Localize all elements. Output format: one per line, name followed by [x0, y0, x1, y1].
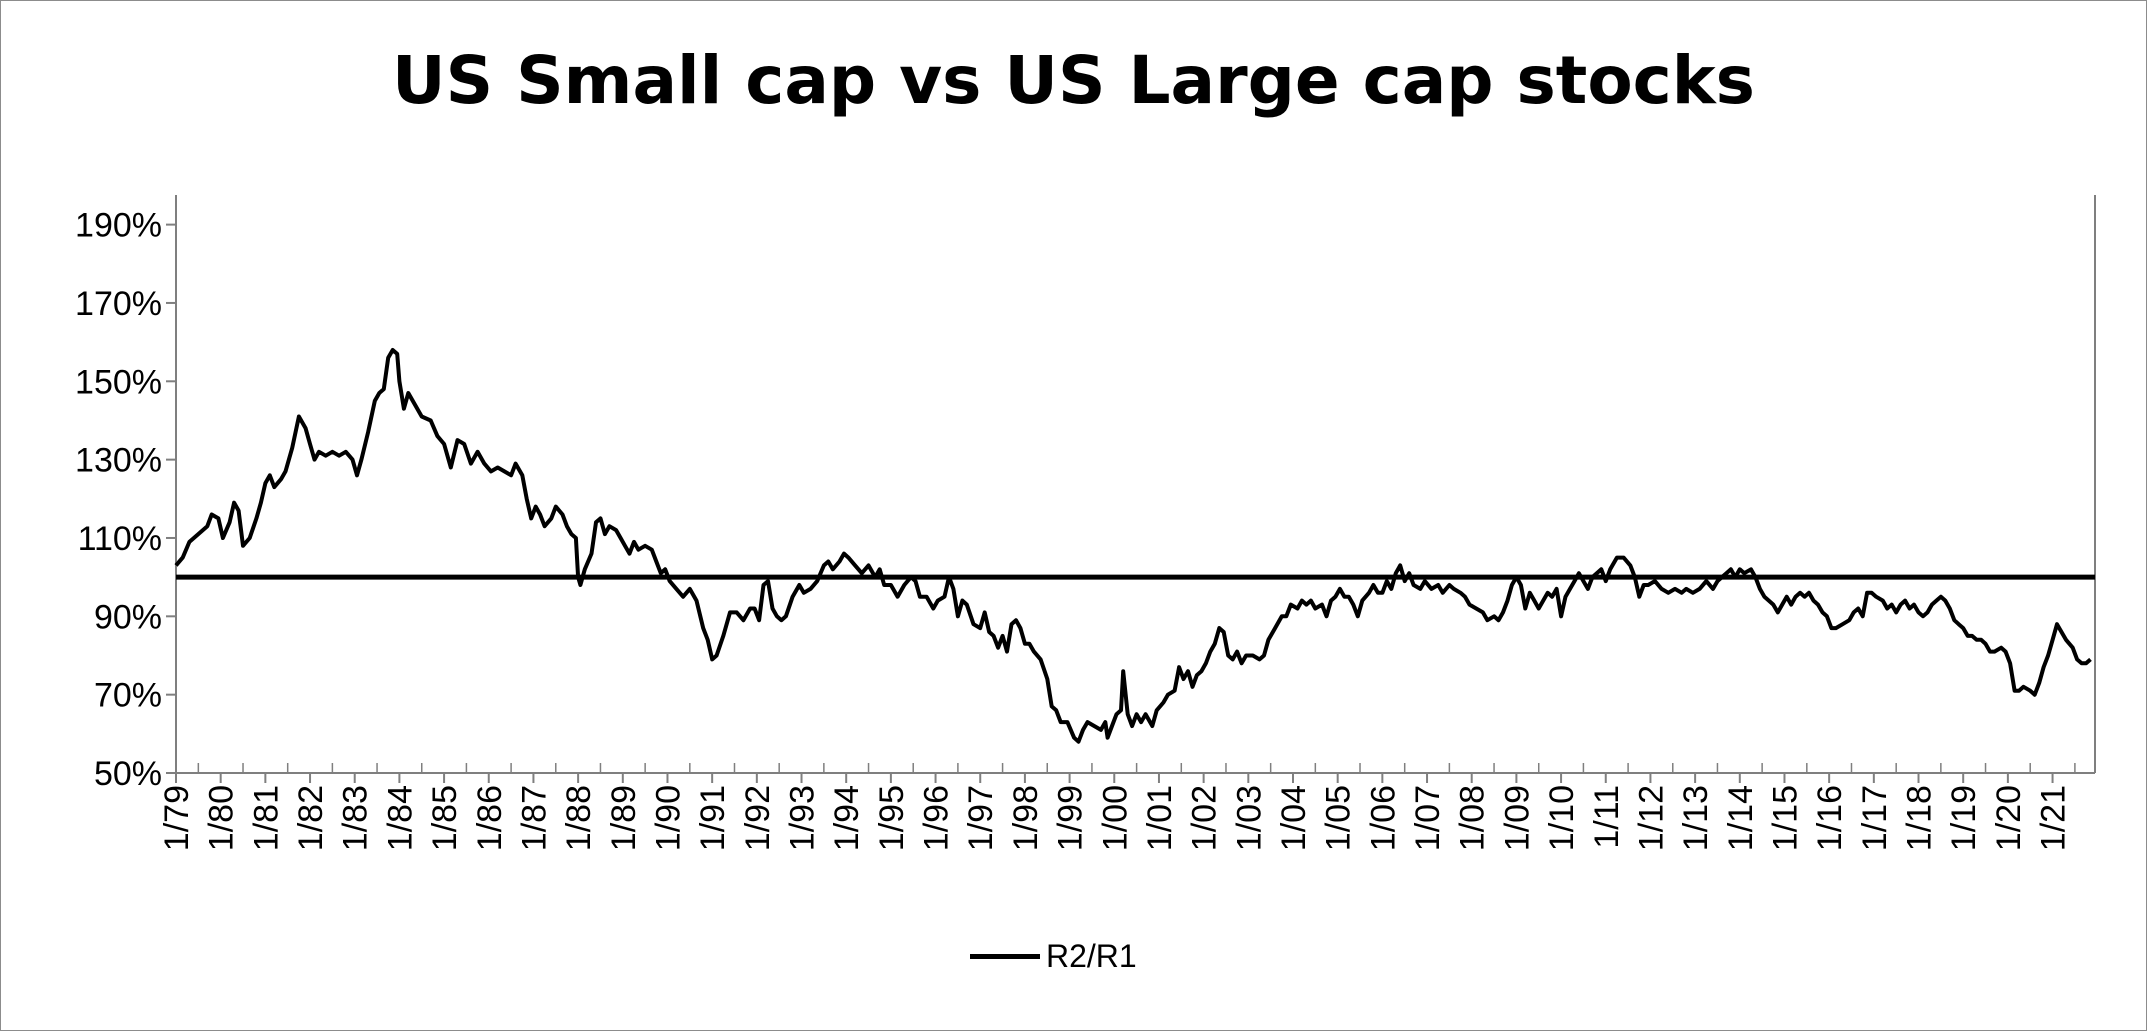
x-tick-label: 1/89	[605, 785, 643, 851]
series-group	[174, 348, 2095, 744]
x-tick-label: 1/82	[292, 785, 330, 851]
x-tick-label: 1/01	[1141, 785, 1179, 851]
y-tick-label: 70%	[94, 677, 162, 715]
legend-label: R2/R1	[1046, 938, 1137, 974]
x-tick-label: 1/10	[1543, 785, 1581, 851]
x-tick-label: 1/19	[1945, 785, 1983, 851]
x-tick-label: 1/12	[1632, 785, 1670, 851]
y-axis-ticks: 50% 70% 90% 110% 130% 150% 170% 190%	[75, 207, 176, 793]
x-tick-label: 1/81	[247, 785, 285, 851]
x-tick-label: 1/84	[381, 785, 419, 851]
x-tick-label: 1/20	[1990, 785, 2028, 851]
x-tick-label: 1/07	[1409, 785, 1447, 851]
x-tick-label: 1/83	[337, 785, 375, 851]
x-tick-label: 1/03	[1230, 785, 1268, 851]
x-tick-label: 1/86	[471, 785, 509, 851]
x-tick-label: 1/79	[158, 785, 196, 851]
x-tick-label: 1/06	[1364, 785, 1402, 851]
y-tick-label: 190%	[75, 207, 162, 245]
x-tick-label: 1/16	[1811, 785, 1849, 851]
y-tick-label: 110%	[78, 520, 162, 558]
x-tick-label: 1/04	[1275, 785, 1313, 851]
x-tick-label: 1/98	[1007, 785, 1045, 851]
x-tick-label: 1/97	[962, 785, 1000, 851]
x-tick-label: 1/94	[828, 785, 866, 851]
x-tick-label: 1/96	[918, 785, 956, 851]
x-tick-label: 1/18	[1901, 785, 1939, 851]
legend-swatch-r2-r1	[970, 954, 1040, 959]
x-tick-label: 1/15	[1766, 785, 1804, 851]
x-tick-label: 1/08	[1454, 785, 1492, 851]
x-tick-label: 1/09	[1498, 785, 1536, 851]
x-tick-label: 1/14	[1722, 785, 1760, 851]
y-tick-label: 150%	[75, 363, 162, 401]
x-tick-label: 1/93	[784, 785, 822, 851]
y-tick-label: 50%	[94, 755, 162, 793]
x-tick-label: 1/21	[2035, 785, 2073, 851]
x-tick-label: 1/92	[739, 785, 777, 851]
legend: R2/R1	[970, 938, 1137, 975]
y-tick-label: 170%	[75, 285, 162, 323]
x-tick-label: 1/90	[649, 785, 687, 851]
x-tick-label: 1/17	[1856, 785, 1894, 851]
x-tick-label: 1/13	[1677, 785, 1715, 851]
y-tick-label: 90%	[94, 598, 162, 636]
x-axis-ticks: 1/79 1/80 1/81 1/82 1/83 1/84 1/85 1/86 1/87 1/88…	[158, 763, 2076, 851]
y-tick-label: 130%	[75, 442, 162, 480]
chart-title: US Small cap vs US Large cap stocks	[392, 42, 1755, 119]
x-tick-label: 1/00	[1096, 785, 1134, 851]
x-tick-label: 1/88	[560, 785, 598, 851]
x-tick-label: 1/91	[694, 785, 732, 851]
axes-group	[175, 195, 2096, 774]
x-tick-label: 1/80	[203, 785, 241, 851]
x-tick-label: 1/87	[515, 785, 553, 851]
x-tick-label: 1/99	[1052, 785, 1090, 851]
x-tick-label: 1/11	[1588, 785, 1626, 849]
x-tick-label: 1/05	[1320, 785, 1358, 851]
x-tick-label: 1/02	[1186, 785, 1224, 851]
x-tick-label: 1/85	[426, 785, 464, 851]
x-tick-label: 1/95	[873, 785, 911, 851]
series-line-r2-r1	[174, 348, 2092, 744]
